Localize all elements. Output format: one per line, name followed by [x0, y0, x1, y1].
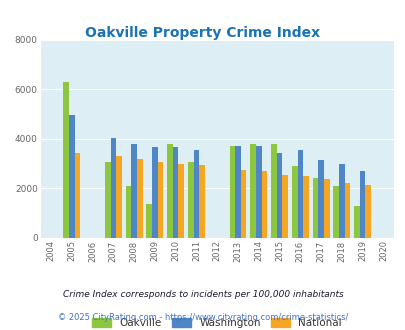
Bar	[75, 153, 80, 238]
Bar	[291, 166, 297, 238]
Bar	[157, 162, 163, 238]
Bar	[173, 147, 178, 238]
Bar	[364, 185, 370, 238]
Bar	[281, 176, 287, 238]
Bar	[199, 165, 205, 238]
Text: Oakville Property Crime Index: Oakville Property Crime Index	[85, 26, 320, 40]
Bar	[63, 82, 69, 238]
Bar	[354, 206, 359, 238]
Bar	[152, 147, 157, 238]
Bar	[261, 171, 266, 238]
Bar	[303, 176, 308, 238]
Bar	[188, 162, 193, 238]
Bar	[297, 150, 303, 238]
Bar	[318, 160, 323, 238]
Bar	[276, 153, 281, 238]
Bar	[178, 164, 183, 238]
Bar	[240, 170, 246, 238]
Bar	[116, 156, 121, 238]
Bar	[193, 150, 199, 238]
Bar	[271, 144, 276, 238]
Bar	[255, 146, 261, 238]
Legend: Oakville, Washington, National: Oakville, Washington, National	[92, 318, 341, 328]
Bar	[333, 186, 338, 238]
Bar	[146, 204, 152, 238]
Bar	[229, 146, 234, 238]
Bar	[234, 146, 240, 238]
Bar	[69, 115, 75, 238]
Bar	[344, 183, 350, 238]
Bar	[131, 144, 136, 238]
Bar	[250, 144, 255, 238]
Bar	[312, 178, 318, 238]
Bar	[338, 164, 344, 238]
Bar	[104, 162, 110, 238]
Bar	[136, 159, 142, 238]
Text: © 2025 CityRating.com - https://www.cityrating.com/crime-statistics/: © 2025 CityRating.com - https://www.city…	[58, 313, 347, 322]
Bar	[110, 138, 116, 238]
Bar	[323, 179, 329, 238]
Bar	[359, 171, 364, 238]
Bar	[126, 185, 131, 238]
Bar	[167, 144, 173, 238]
Text: Crime Index corresponds to incidents per 100,000 inhabitants: Crime Index corresponds to incidents per…	[62, 290, 343, 299]
